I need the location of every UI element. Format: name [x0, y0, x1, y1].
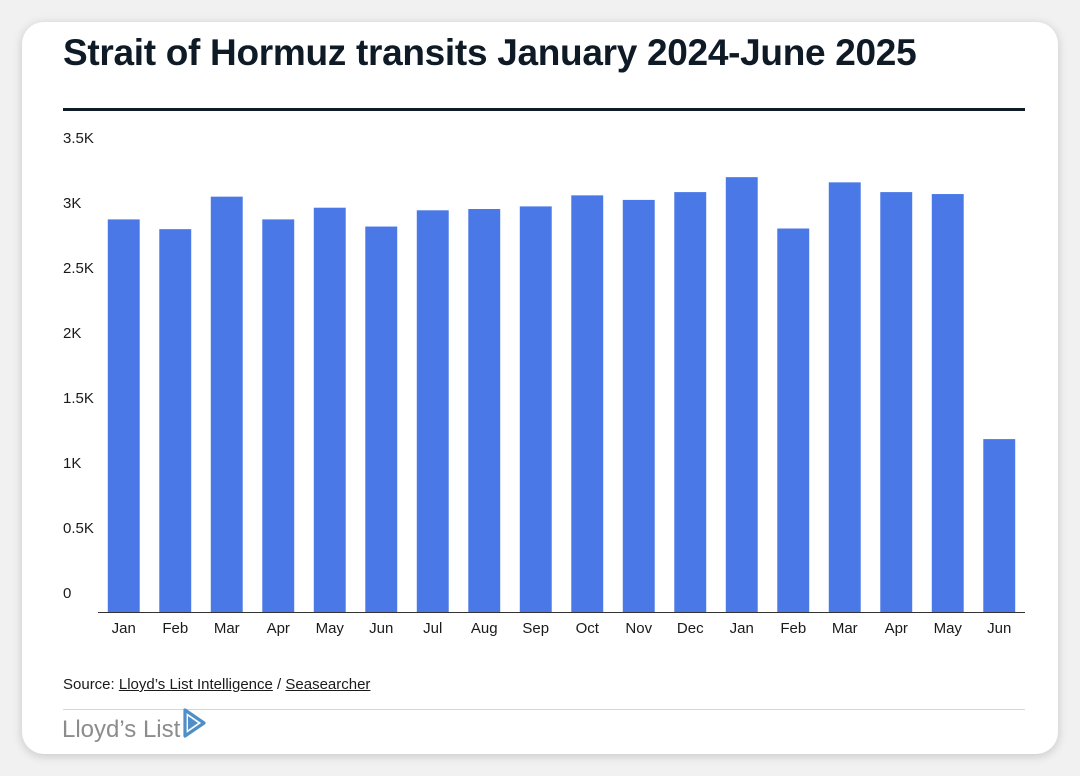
footer-divider [63, 709, 1025, 710]
x-tick-label: Mar [214, 620, 240, 637]
source-link-seasearcher[interactable]: Seasearcher [285, 676, 371, 693]
y-tick-label: 3.5K [63, 130, 94, 147]
bar-series [107, 177, 1016, 613]
x-tick-label: Mar [832, 620, 858, 637]
y-axis-ticks: 0 0.5K 1K 1.5K 2K 2.5K 3K 3.5K [63, 130, 94, 602]
bar [571, 195, 604, 612]
x-tick-label: Jun [369, 620, 393, 637]
x-tick-label: Jul [423, 620, 442, 637]
lloyds-list-logo: Lloyd’s List [62, 708, 207, 750]
bar [983, 439, 1016, 612]
bar [880, 192, 913, 612]
y-tick-label: 0 [63, 585, 71, 602]
source-separator: / [272, 676, 286, 693]
x-tick-label: Feb [162, 620, 188, 637]
bar [828, 182, 861, 612]
x-tick-label: Jan [112, 620, 136, 637]
logo-text: Lloyd’s List [62, 716, 181, 743]
y-tick-label: 1.5K [63, 390, 94, 407]
title-divider [63, 108, 1025, 111]
play-arrow-icon [183, 708, 206, 738]
y-tick-label: 2K [63, 325, 81, 342]
x-tick-label: Feb [780, 620, 806, 637]
bar [210, 196, 243, 612]
x-tick-label: Jan [730, 620, 754, 637]
x-tick-label: Jun [987, 620, 1011, 637]
bar [931, 194, 964, 613]
bar [313, 207, 346, 612]
chart-card: Strait of Hormuz transits January 2024-J… [22, 22, 1058, 754]
x-tick-label: May [316, 620, 345, 637]
bar [365, 226, 398, 613]
bar [262, 219, 295, 612]
y-tick-label: 1K [63, 455, 81, 472]
chart-title: Strait of Hormuz transits January 2024-J… [63, 32, 917, 73]
x-tick-label: Dec [677, 620, 704, 637]
bar [725, 177, 758, 612]
y-tick-label: 3K [63, 195, 81, 212]
bar [159, 229, 192, 612]
source-note: Source: Lloyd’s List Intelligence / Seas… [63, 676, 370, 693]
bar [674, 192, 707, 612]
source-link-lloyds[interactable]: Lloyd’s List Intelligence [118, 676, 273, 693]
x-tick-label: Sep [522, 620, 549, 637]
bar [777, 228, 810, 612]
x-tick-label: Apr [885, 620, 908, 637]
bar [107, 219, 140, 612]
bar [416, 210, 449, 613]
source-prefix: Source: [63, 676, 119, 693]
x-tick-label: Nov [625, 620, 652, 637]
x-axis-ticks: Jan Feb Mar Apr May Jun Jul Aug Sep Oct Nov Dec Jan F… [112, 620, 1012, 637]
x-tick-label: Apr [267, 620, 290, 637]
x-tick-label: Aug [471, 620, 498, 637]
bar [468, 209, 501, 612]
x-tick-label: Oct [576, 620, 600, 637]
y-tick-label: 0.5K [63, 520, 94, 537]
x-tick-label: May [934, 620, 963, 637]
y-tick-label: 2.5K [63, 260, 94, 277]
bar [622, 199, 655, 612]
bar [519, 206, 552, 612]
